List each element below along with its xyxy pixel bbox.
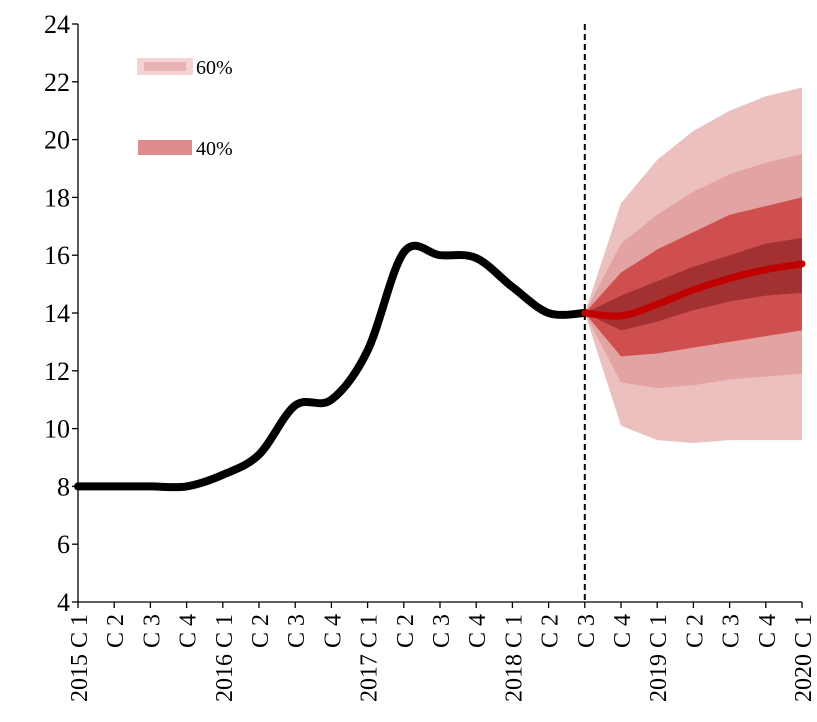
- x-tick-label: C 2: [538, 614, 564, 648]
- y-tick-label: 6: [57, 530, 70, 559]
- x-tick-label: 2020 C 1: [791, 614, 817, 702]
- x-tick-label: C 4: [176, 614, 202, 648]
- x-tick-label: C 3: [284, 614, 310, 648]
- y-tick-label: 4: [57, 588, 70, 617]
- y-tick-label: 16: [44, 241, 70, 270]
- legend: 60% 40%: [137, 57, 233, 160]
- axes: [72, 23, 803, 608]
- legend-label-40: 40%: [196, 138, 233, 160]
- x-tick-label: 2017 C 1: [357, 614, 383, 702]
- y-tick-label: 8: [57, 472, 70, 501]
- y-tick-label: 22: [44, 68, 70, 97]
- x-tick-label: C 4: [610, 614, 636, 648]
- x-tick-label: C 3: [719, 614, 745, 648]
- x-tick-label: C 3: [139, 614, 165, 648]
- x-tick-label: 2019 C 1: [646, 614, 672, 702]
- fan-band-20: [584, 237, 802, 331]
- y-tick-label: 10: [44, 415, 70, 444]
- x-tick-label: C 2: [103, 614, 129, 648]
- x-tick-label: C 3: [429, 614, 455, 648]
- x-tick-label: C 2: [248, 614, 274, 648]
- x-tick-label: C 4: [465, 614, 491, 648]
- x-tick-label: C 2: [682, 614, 708, 648]
- y-tick-label: 14: [44, 299, 70, 328]
- x-tick-label: 2016 C 1: [212, 614, 238, 702]
- legend-swatch-60-inner: [144, 62, 186, 71]
- x-tick-label: C 2: [393, 614, 419, 648]
- forecast-fan-bands: [584, 87, 802, 444]
- y-tick-labels: 4 6 8 10 12 14 16 18 20 22 24: [44, 10, 70, 617]
- central-forecast-line: [581, 260, 806, 320]
- legend-label-60: 60%: [196, 57, 233, 79]
- y-tick-label: 12: [44, 357, 70, 386]
- x-tick-label: 2015 C 1: [67, 614, 93, 702]
- y-tick-label: 18: [44, 183, 70, 212]
- x-tick-label: C 4: [755, 614, 781, 648]
- legend-swatch-40: [138, 140, 192, 155]
- x-tick-label: C 4: [320, 614, 346, 648]
- x-tick-labels: 2015 C 1 C 2 C 3 C 4 2016 C 1 C 2 C 3 C 4 2017 C…: [67, 614, 817, 702]
- x-tick-label: 2018 C 1: [501, 614, 527, 702]
- y-tick-label: 20: [44, 126, 70, 155]
- y-tick-label: 24: [44, 10, 70, 39]
- x-tick-label: C 3: [574, 614, 600, 648]
- history-line: [74, 241, 589, 492]
